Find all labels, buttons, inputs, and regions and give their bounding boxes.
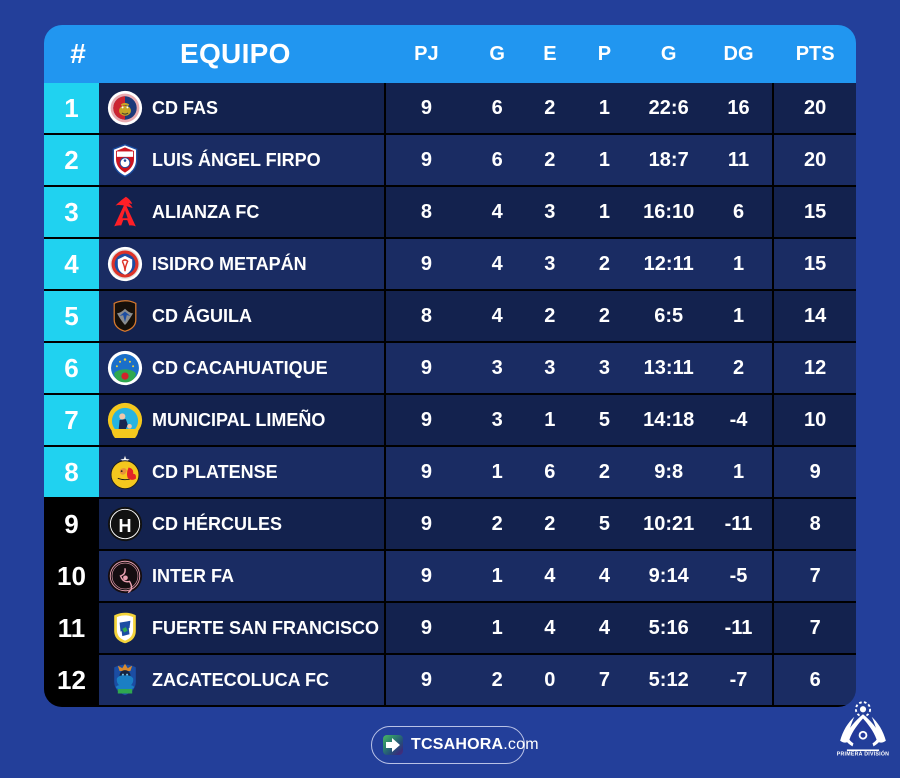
svg-text:H: H (119, 516, 132, 536)
